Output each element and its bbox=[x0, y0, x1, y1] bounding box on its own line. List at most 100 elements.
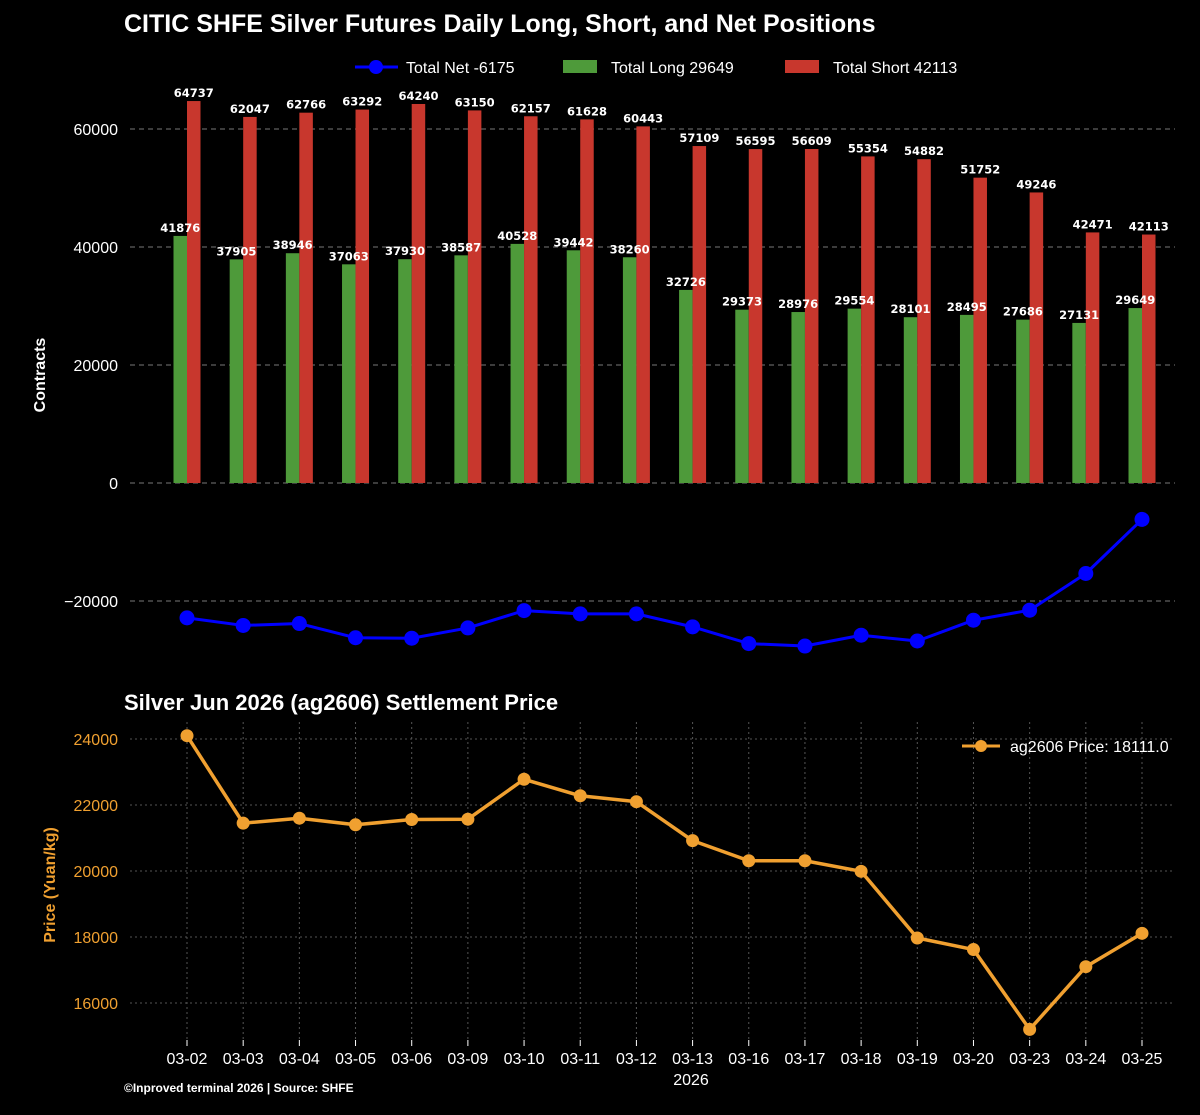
net-point bbox=[348, 630, 364, 646]
x-tick-label: 03-16 bbox=[728, 1051, 769, 1068]
legend-net-swatch-marker bbox=[369, 60, 383, 74]
short-bar bbox=[692, 146, 707, 484]
bottom-legend: ag2606 Price: 18111.0 bbox=[962, 739, 1169, 756]
long-bar bbox=[285, 253, 300, 483]
x-tick-label: 03-19 bbox=[897, 1051, 938, 1068]
short-bar bbox=[973, 177, 987, 483]
bottom-y-tick-label: 22000 bbox=[74, 798, 119, 815]
legend-price-text: ag2606 Price: 18111.0 bbox=[1010, 739, 1169, 756]
net-point bbox=[797, 638, 813, 654]
price-point bbox=[405, 813, 419, 827]
price-point bbox=[1023, 1022, 1037, 1036]
long-bar bbox=[229, 259, 244, 483]
short-bar bbox=[1085, 232, 1100, 483]
short-bar bbox=[355, 109, 370, 483]
short-bar bbox=[917, 159, 931, 483]
top-y-tick-label: 40000 bbox=[74, 240, 119, 257]
net-point bbox=[965, 612, 981, 628]
long-bar-label: 37905 bbox=[216, 244, 256, 258]
net-point bbox=[853, 627, 869, 643]
short-bar bbox=[243, 116, 257, 483]
long-bar-label: 38946 bbox=[273, 238, 313, 252]
short-bar bbox=[580, 119, 594, 483]
x-tick-label: 03-10 bbox=[504, 1051, 545, 1068]
price-point bbox=[1079, 960, 1093, 974]
legend-net-text: Total Net -6175 bbox=[406, 60, 515, 77]
short-bar bbox=[411, 103, 426, 483]
short-bar bbox=[804, 149, 819, 483]
x-tick-label: 03-17 bbox=[784, 1051, 825, 1068]
short-bar bbox=[1029, 192, 1044, 483]
top-chart-title: CITIC SHFE Silver Futures Daily Long, Sh… bbox=[124, 10, 875, 38]
long-bar-label: 27131 bbox=[1059, 308, 1099, 322]
short-bar-label: 56609 bbox=[792, 134, 832, 148]
long-bar bbox=[791, 312, 805, 483]
price-point bbox=[517, 772, 531, 786]
long-bar-label: 28976 bbox=[778, 297, 818, 311]
legend-long-swatch bbox=[563, 60, 597, 73]
price-point bbox=[180, 729, 194, 743]
bottom-y-tick-label: 24000 bbox=[74, 732, 119, 749]
long-bar bbox=[847, 308, 862, 483]
price-point bbox=[966, 943, 980, 957]
legend-short-text: Total Short 42113 bbox=[833, 60, 957, 77]
long-bar-label: 37063 bbox=[329, 249, 369, 263]
x-tick-label: 03-13 bbox=[672, 1051, 713, 1068]
bottom-x-ticks: 03-02 03-03 03-04 03-05 03-06 03-09 03-10 03-11… bbox=[167, 1040, 1163, 1068]
price-point bbox=[910, 931, 924, 945]
short-bar-label: 54882 bbox=[904, 144, 944, 158]
short-bar-label: 42471 bbox=[1073, 217, 1113, 231]
long-bar-label: 37930 bbox=[385, 244, 425, 258]
price-point bbox=[573, 789, 587, 803]
net-point bbox=[291, 616, 307, 632]
net-point bbox=[516, 603, 532, 619]
bottom-chart-title: Silver Jun 2026 (ag2606) Settlement Pric… bbox=[124, 690, 558, 715]
x-tick-label: 03-04 bbox=[279, 1051, 320, 1068]
short-bar bbox=[299, 112, 313, 483]
long-bar-label: 29554 bbox=[834, 294, 874, 308]
long-bar bbox=[1072, 322, 1086, 483]
short-bar-label: 61628 bbox=[567, 104, 607, 118]
net-line-path bbox=[186, 518, 1144, 648]
top-bar-labels: 41876 64737 37905 62047 38946 62766 37063 63292… bbox=[160, 86, 1169, 322]
price-point bbox=[854, 864, 868, 878]
net-point bbox=[628, 606, 644, 622]
net-point bbox=[685, 619, 701, 635]
top-y-axis-label: Contracts bbox=[32, 338, 49, 413]
short-bar bbox=[524, 116, 538, 484]
long-bar bbox=[1128, 308, 1142, 483]
net-point bbox=[235, 617, 251, 633]
net-point bbox=[741, 636, 757, 652]
short-bar-label: 42113 bbox=[1129, 220, 1169, 234]
short-bar-label: 63150 bbox=[455, 95, 495, 109]
net-point bbox=[909, 633, 925, 649]
bottom-y-axis-label: Price (Yuan/kg) bbox=[42, 827, 59, 943]
net-point bbox=[572, 606, 588, 622]
long-bar-label: 38587 bbox=[441, 240, 481, 254]
top-y-tick-label: 0 bbox=[109, 476, 118, 493]
short-bar-label: 60443 bbox=[623, 111, 663, 125]
net-point bbox=[179, 610, 195, 626]
long-bar bbox=[342, 264, 356, 483]
net-line-series bbox=[179, 511, 1150, 654]
bottom-y-tick-label: 16000 bbox=[74, 996, 119, 1013]
short-bar bbox=[187, 101, 201, 483]
price-point bbox=[236, 816, 250, 830]
legend-long-text: Total Long 29649 bbox=[611, 60, 734, 77]
short-bar bbox=[467, 110, 482, 483]
top-y-ticks: −20000 0 20000 40000 60000 bbox=[64, 122, 118, 611]
net-point bbox=[1022, 602, 1038, 618]
long-bar-label: 41876 bbox=[160, 221, 200, 235]
long-bar bbox=[903, 317, 918, 483]
x-tick-label: 03-03 bbox=[223, 1051, 264, 1068]
top-legend: Total Net -6175 Total Long 29649 Total S… bbox=[355, 60, 957, 77]
net-point bbox=[404, 630, 420, 646]
short-bar-label: 62047 bbox=[230, 102, 270, 116]
legend-price-swatch-marker bbox=[975, 740, 987, 752]
price-point bbox=[349, 818, 363, 832]
long-bar-label: 40528 bbox=[497, 229, 537, 243]
long-bar-label: 29373 bbox=[722, 295, 762, 309]
short-bar bbox=[1142, 234, 1156, 483]
x-tick-label: 03-09 bbox=[447, 1051, 488, 1068]
